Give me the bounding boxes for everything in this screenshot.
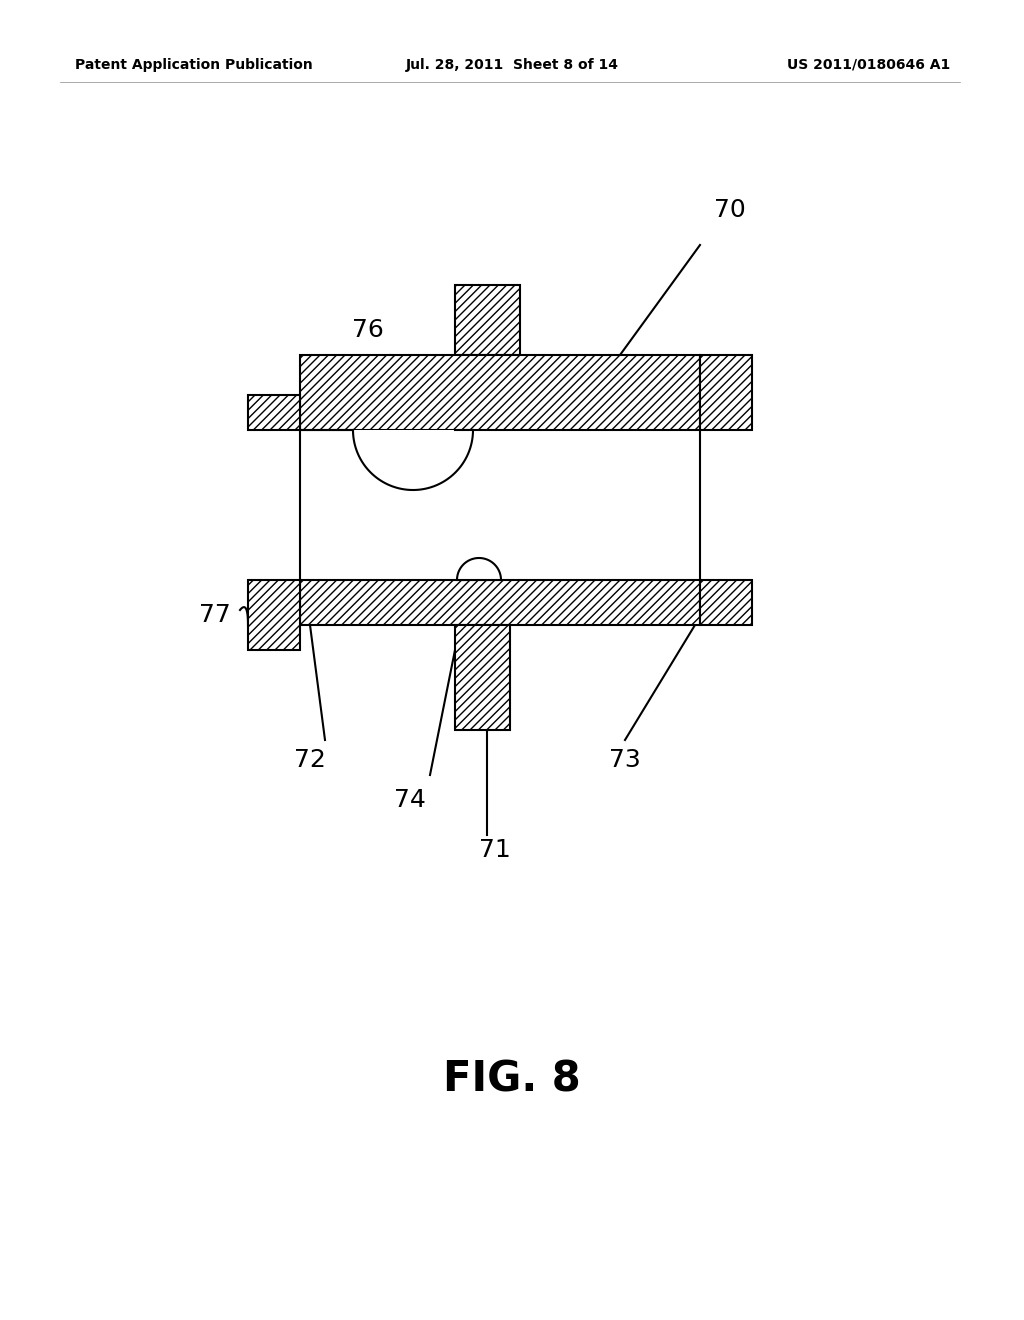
Bar (455, 285, 520, 355)
Bar (300, 355, 700, 430)
Bar (455, 624, 510, 730)
Text: 72: 72 (294, 748, 326, 772)
Text: 74: 74 (394, 788, 426, 812)
Text: 70: 70 (714, 198, 745, 222)
Bar (300, 579, 700, 624)
Text: FIG. 8: FIG. 8 (443, 1059, 581, 1101)
Text: 73: 73 (609, 748, 641, 772)
Bar (700, 579, 752, 624)
Bar (700, 355, 752, 430)
Text: 71: 71 (479, 838, 511, 862)
Bar (248, 395, 300, 430)
Text: 77: 77 (199, 603, 230, 627)
Text: Patent Application Publication: Patent Application Publication (75, 58, 312, 73)
Text: Jul. 28, 2011  Sheet 8 of 14: Jul. 28, 2011 Sheet 8 of 14 (406, 58, 618, 73)
Polygon shape (353, 430, 473, 490)
Text: US 2011/0180646 A1: US 2011/0180646 A1 (786, 58, 950, 73)
Text: 76: 76 (352, 318, 384, 342)
Bar (300, 430, 700, 579)
Polygon shape (457, 558, 501, 579)
Bar (248, 579, 300, 649)
